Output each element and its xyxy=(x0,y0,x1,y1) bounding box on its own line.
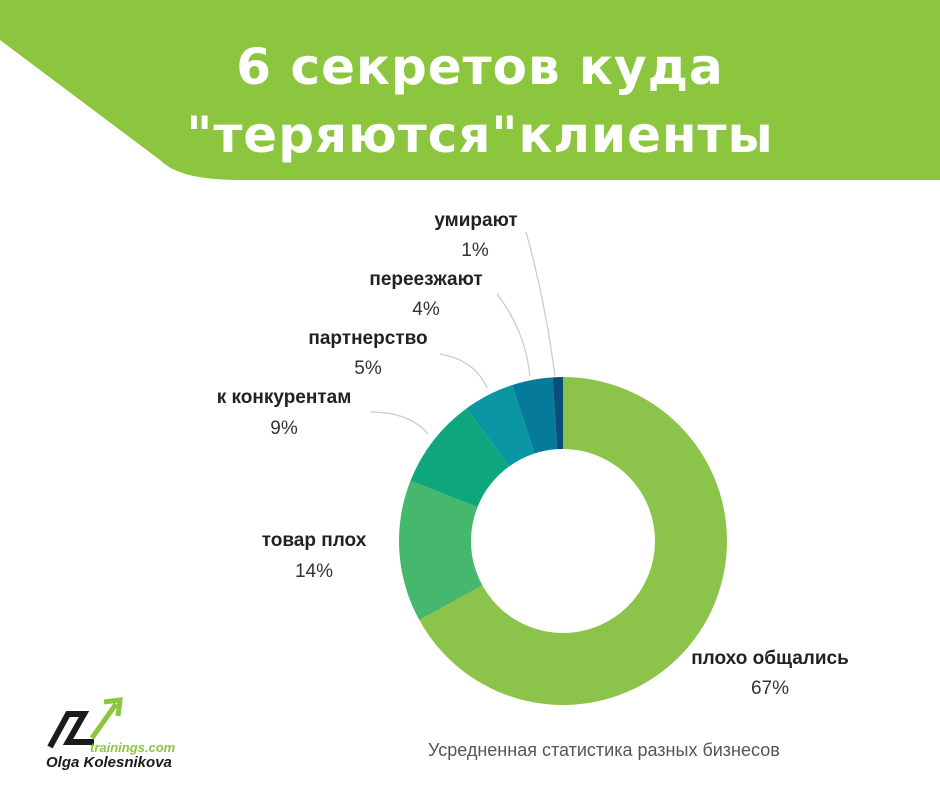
label-competitors: к конкурентам xyxy=(217,387,352,408)
slice-0 xyxy=(419,377,727,705)
logo-name: Olga Kolesnikova xyxy=(46,754,172,771)
leader-line-moving xyxy=(496,293,531,377)
slice-2 xyxy=(410,408,509,508)
logo-arrow-up-icon xyxy=(89,697,123,740)
slice-4 xyxy=(512,377,558,454)
banner-tail xyxy=(160,0,940,180)
leader-line-competitors xyxy=(369,411,429,435)
chart-slices xyxy=(398,377,727,705)
logo xyxy=(47,697,123,749)
label-dying: умирают xyxy=(434,210,517,231)
slice-3 xyxy=(466,385,535,467)
logo-arrow-icon xyxy=(47,711,94,749)
value-bad-communication: 67% xyxy=(751,678,789,699)
leader-lines xyxy=(369,231,556,435)
value-bad-product: 14% xyxy=(295,561,333,582)
title-line-2: "теряются"клиенты xyxy=(186,106,774,164)
label-bad-product: товар плох xyxy=(262,530,367,551)
value-moving: 4% xyxy=(412,299,440,320)
logo-domain: trainings.com xyxy=(90,740,176,755)
label-partnership: партнерство xyxy=(308,328,427,349)
leader-line-partnership xyxy=(439,353,488,389)
value-competitors: 9% xyxy=(270,418,298,439)
slice-5 xyxy=(552,377,563,450)
title-banner xyxy=(0,0,940,180)
value-dying: 1% xyxy=(461,240,489,261)
title-line-1: 6 секретов куда xyxy=(236,38,724,96)
slice-1 xyxy=(398,480,483,621)
value-partnership: 5% xyxy=(354,358,382,379)
label-bad-communication: плохо общались xyxy=(691,648,849,669)
label-moving: переезжают xyxy=(369,269,482,290)
footer-caption: Усредненная статистика разных бизнесов xyxy=(428,740,780,760)
leader-line-dying xyxy=(525,231,556,377)
